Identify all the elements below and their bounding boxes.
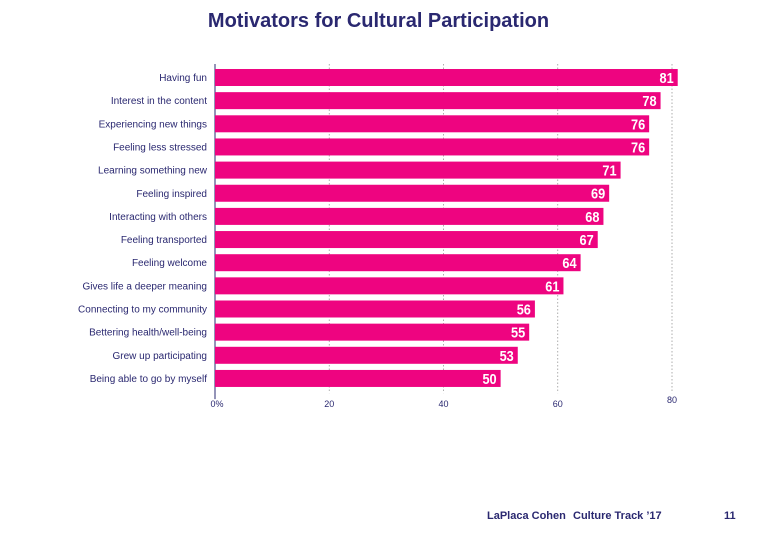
data-label: 67: [580, 231, 594, 248]
data-label: 64: [562, 254, 576, 271]
data-label: 69: [591, 185, 605, 202]
category-label: Feeling transported: [121, 235, 207, 246]
data-label: 53: [500, 347, 514, 364]
data-label: 81: [660, 69, 674, 86]
category-label: Interacting with others: [109, 212, 207, 223]
footer-publication: Culture Track ’17: [573, 510, 662, 522]
category-label: Experiencing new things: [99, 119, 207, 130]
data-label: 56: [517, 300, 531, 317]
category-label: Feeling less stressed: [113, 142, 207, 153]
x-tick-label: 20: [324, 399, 334, 409]
data-label: 78: [642, 92, 656, 109]
category-label: Gives life a deeper meaning: [82, 281, 207, 292]
category-label: Grew up participating: [113, 351, 208, 362]
x-tick-label: 0%: [210, 399, 223, 409]
data-label: 76: [631, 138, 645, 155]
bar: [215, 346, 518, 364]
page-number: 11: [724, 510, 736, 522]
x-tick-label: 40: [438, 399, 448, 409]
footer-brand: LaPlaca Cohen: [487, 510, 566, 522]
data-label: 55: [511, 324, 525, 341]
bar: [215, 277, 564, 295]
category-label: Bettering health/well-being: [89, 328, 207, 339]
bar: [215, 69, 678, 86]
category-label: Feeling welcome: [132, 258, 207, 269]
category-label: Connecting to my community: [78, 305, 207, 316]
data-label: 76: [631, 115, 645, 132]
category-label: Feeling inspired: [136, 189, 207, 200]
bar: [215, 369, 501, 387]
x-tick-label: 80: [667, 395, 677, 405]
category-label: Interest in the content: [111, 96, 207, 107]
category-label: Having fun: [159, 73, 207, 84]
data-label: 61: [545, 277, 559, 294]
bar: [215, 184, 610, 202]
data-label: 71: [602, 162, 616, 179]
data-label: 68: [585, 208, 599, 225]
data-label: 50: [482, 370, 496, 387]
bar: [215, 92, 661, 110]
bar: [215, 323, 530, 341]
category-label: Being able to go by myself: [90, 374, 208, 385]
bar: [215, 254, 581, 272]
bar: [215, 115, 650, 133]
bar: [215, 231, 598, 249]
bar: [215, 161, 621, 179]
x-tick-label: 60: [553, 399, 563, 409]
bar: [215, 207, 604, 225]
bar: [215, 138, 650, 156]
category-label: Learning something new: [98, 166, 208, 177]
bar: [215, 300, 535, 318]
chart-title: Motivators for Cultural Participation: [207, 10, 550, 32]
